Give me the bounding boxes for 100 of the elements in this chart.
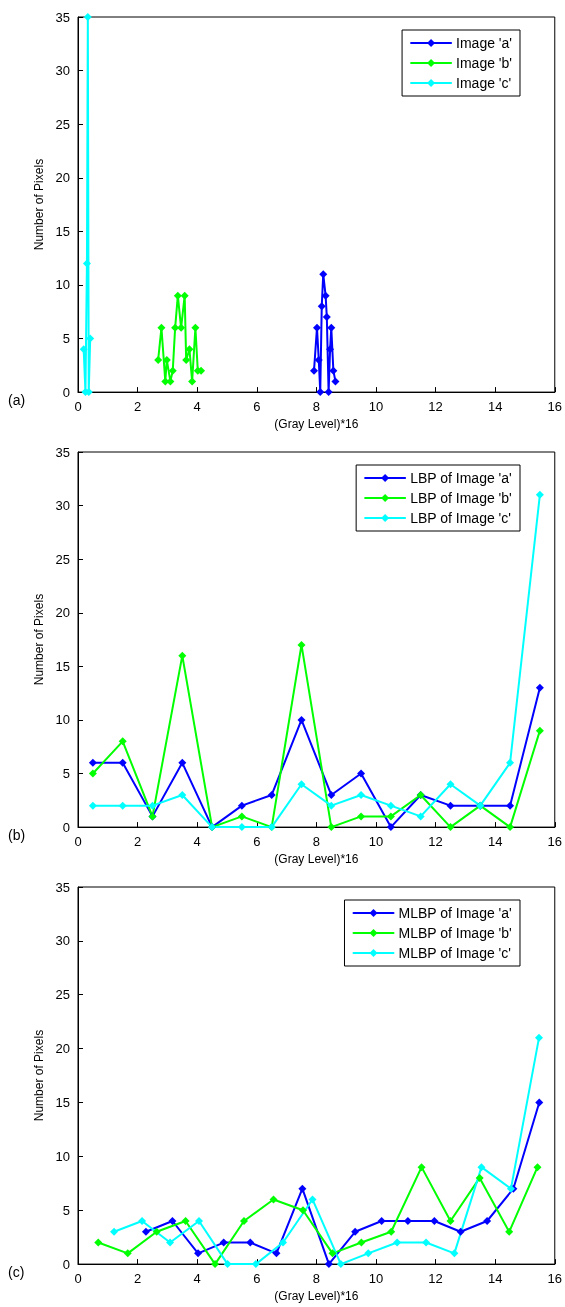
x-tick-label: 6 [253,1271,261,1287]
legend-label: MLBP of Image 'c' [398,945,511,961]
y-tick-label: 10 [55,277,70,293]
point [154,355,163,364]
point [178,651,187,660]
point [357,790,366,799]
point [505,1227,514,1236]
point [246,1238,255,1247]
point [535,1098,544,1107]
y-tick-label: 15 [55,1094,70,1110]
legend-label: LBP of Image 'b' [410,490,512,506]
point [219,1238,228,1247]
point [357,812,366,821]
point [324,388,333,397]
legend-label: MLBP of Image 'b' [398,925,512,941]
point [393,1238,402,1247]
point [475,1173,484,1182]
point [269,1195,278,1204]
point [166,1238,175,1247]
point [180,291,189,300]
point [357,1238,366,1247]
point [417,1163,426,1172]
y-tick-label: 20 [55,1041,70,1057]
point [178,790,187,799]
x-axis-title: (Gray Level)*16 [274,417,359,431]
x-tick-label: 0 [74,399,82,415]
point [364,1249,373,1258]
point [194,1217,203,1225]
point [110,1227,119,1236]
point [357,769,366,778]
x-tick-label: 4 [193,834,201,850]
point [173,291,182,300]
y-tick-label: 0 [62,819,70,835]
point [506,758,515,767]
x-axis-title: (Gray Level)*16 [274,852,359,866]
point [483,1217,492,1225]
y-axis-title: Number of Pixels [31,158,46,251]
y-tick-label: 15 [55,658,70,674]
x-tick-label: 10 [368,399,384,415]
point [298,1206,307,1215]
point [181,1217,190,1225]
x-tick-label: 16 [547,399,562,415]
legend-label: LBP of Image 'c' [410,510,511,526]
point [327,790,336,799]
text: (a) [8,392,26,408]
point [118,737,127,746]
point [185,345,194,354]
legend-label: MLBP of Image 'a' [398,905,512,921]
y-tick-label: 10 [55,1148,70,1164]
point [178,758,187,767]
point [534,1033,543,1042]
point [157,323,166,332]
legend-label: Image 'a' [456,35,513,51]
point [237,812,246,821]
point [239,1217,248,1225]
point [386,823,395,832]
point [88,758,97,767]
point [308,1195,317,1204]
x-tick-label: 2 [133,834,142,850]
point [86,334,95,343]
x-tick-label: 6 [253,399,261,415]
x-tick-label: 2 [133,399,142,415]
y-axis-title: Number of Pixels [31,1029,46,1122]
point [152,1227,161,1236]
y-tick-label: 25 [55,116,70,132]
y-tick-label: 30 [55,498,70,514]
text: (b) [8,827,26,843]
point [328,1249,337,1258]
point [317,302,326,311]
x-tick-label: 14 [487,1271,503,1287]
point [535,490,544,499]
point [118,758,127,767]
point [386,801,395,810]
x-tick-label: 10 [368,1271,384,1287]
point [327,323,336,332]
y-tick-label: 0 [62,1256,70,1272]
point [188,377,197,386]
point [83,13,92,21]
point [446,801,455,810]
point [79,345,88,354]
point [506,801,515,810]
point [223,1260,232,1269]
y-tick-label: 25 [55,987,70,1003]
y-tick-label: 5 [62,1202,70,1218]
point [82,259,91,268]
point [533,1163,542,1172]
point [456,1227,465,1236]
point [168,1217,177,1225]
point [477,1163,486,1172]
y-tick-label: 20 [55,605,70,621]
legend-label: LBP of Image 'a' [410,470,512,486]
point [191,323,200,332]
x-tick-label: 6 [253,834,261,850]
point [386,812,395,821]
y-tick-label: 10 [55,712,70,728]
point [177,323,186,332]
point [237,801,246,810]
point [331,377,340,386]
point [297,780,306,789]
point [279,1238,288,1247]
